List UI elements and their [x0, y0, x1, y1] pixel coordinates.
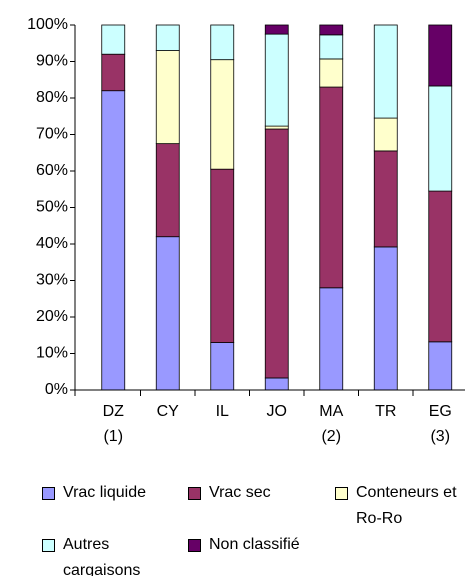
y-tick-label: 90% [36, 53, 68, 70]
bar-segment [428, 24, 453, 87]
bar-segment [428, 85, 453, 192]
bar-segment [210, 24, 235, 61]
bar-segment [264, 24, 289, 35]
legend-label: Non classifié [209, 536, 300, 553]
legend-label: Conteneurs et Ro-Ro [356, 484, 457, 527]
bar-segment [373, 246, 398, 391]
legend-swatch [42, 539, 55, 552]
bar-segment [155, 236, 180, 391]
bar-segment [373, 24, 398, 119]
legend-label: Vrac sec [209, 484, 271, 501]
bar-segment [319, 287, 344, 391]
x-tick-label: MA [319, 403, 343, 420]
legend-swatch [188, 539, 201, 552]
y-tick-label: 100% [27, 16, 68, 33]
legend-item: Non classifié [188, 532, 328, 558]
x-tick-label: JO [267, 403, 287, 420]
x-tick-note: (2) [321, 428, 341, 445]
y-tick-label: 50% [36, 199, 68, 216]
legend-swatch [335, 487, 348, 500]
y-tick-label: 60% [36, 162, 68, 179]
bar-segment [264, 125, 289, 130]
bar-segment [319, 58, 344, 88]
y-tick-label: 70% [36, 126, 68, 143]
bar-segment [264, 33, 289, 127]
legend-item: Vrac sec [188, 480, 328, 506]
bar-segment [319, 34, 344, 60]
x-tick-note: (1) [103, 428, 123, 445]
bar-segment [210, 342, 235, 391]
y-tick-label: 30% [36, 272, 68, 289]
bar-segment [101, 24, 126, 55]
bar-segment [264, 128, 289, 379]
bar-segment [373, 117, 398, 152]
y-tick-label: 80% [36, 89, 68, 106]
x-tick-label: EG [429, 403, 452, 420]
bar-segment [101, 53, 126, 92]
bar-segment [210, 168, 235, 343]
y-tick-label: 10% [36, 345, 68, 362]
legend-swatch [188, 487, 201, 500]
legend-label: Autres cargaisons [63, 536, 141, 576]
bar-segment [428, 190, 453, 343]
x-tick-label: IL [216, 403, 229, 420]
bar-segment [428, 341, 453, 391]
x-tick-label: TR [375, 403, 396, 420]
legend-swatch [42, 487, 55, 500]
bar-segment [210, 59, 235, 170]
bar-segment [101, 90, 126, 391]
x-tick-label: DZ [103, 403, 125, 420]
bar-segment [373, 150, 398, 248]
x-tick-label: CY [157, 403, 180, 420]
bar-segment [155, 50, 180, 145]
y-tick-label: 0% [45, 381, 68, 398]
bar-segment [319, 24, 344, 36]
bar-segment [264, 377, 289, 391]
y-tick-label: 20% [36, 308, 68, 325]
x-tick-note: (3) [430, 428, 450, 445]
y-tick-label: 40% [36, 235, 68, 252]
bar-segment [155, 24, 180, 51]
legend-label: Vrac liquide [63, 484, 147, 501]
legend-item: Conteneurs et Ro-Ro [335, 480, 466, 532]
bar-segment [155, 143, 180, 238]
bar-segment [319, 86, 344, 289]
legend-item: Autres cargaisons [42, 532, 182, 576]
legend-item: Vrac liquide [42, 480, 182, 506]
